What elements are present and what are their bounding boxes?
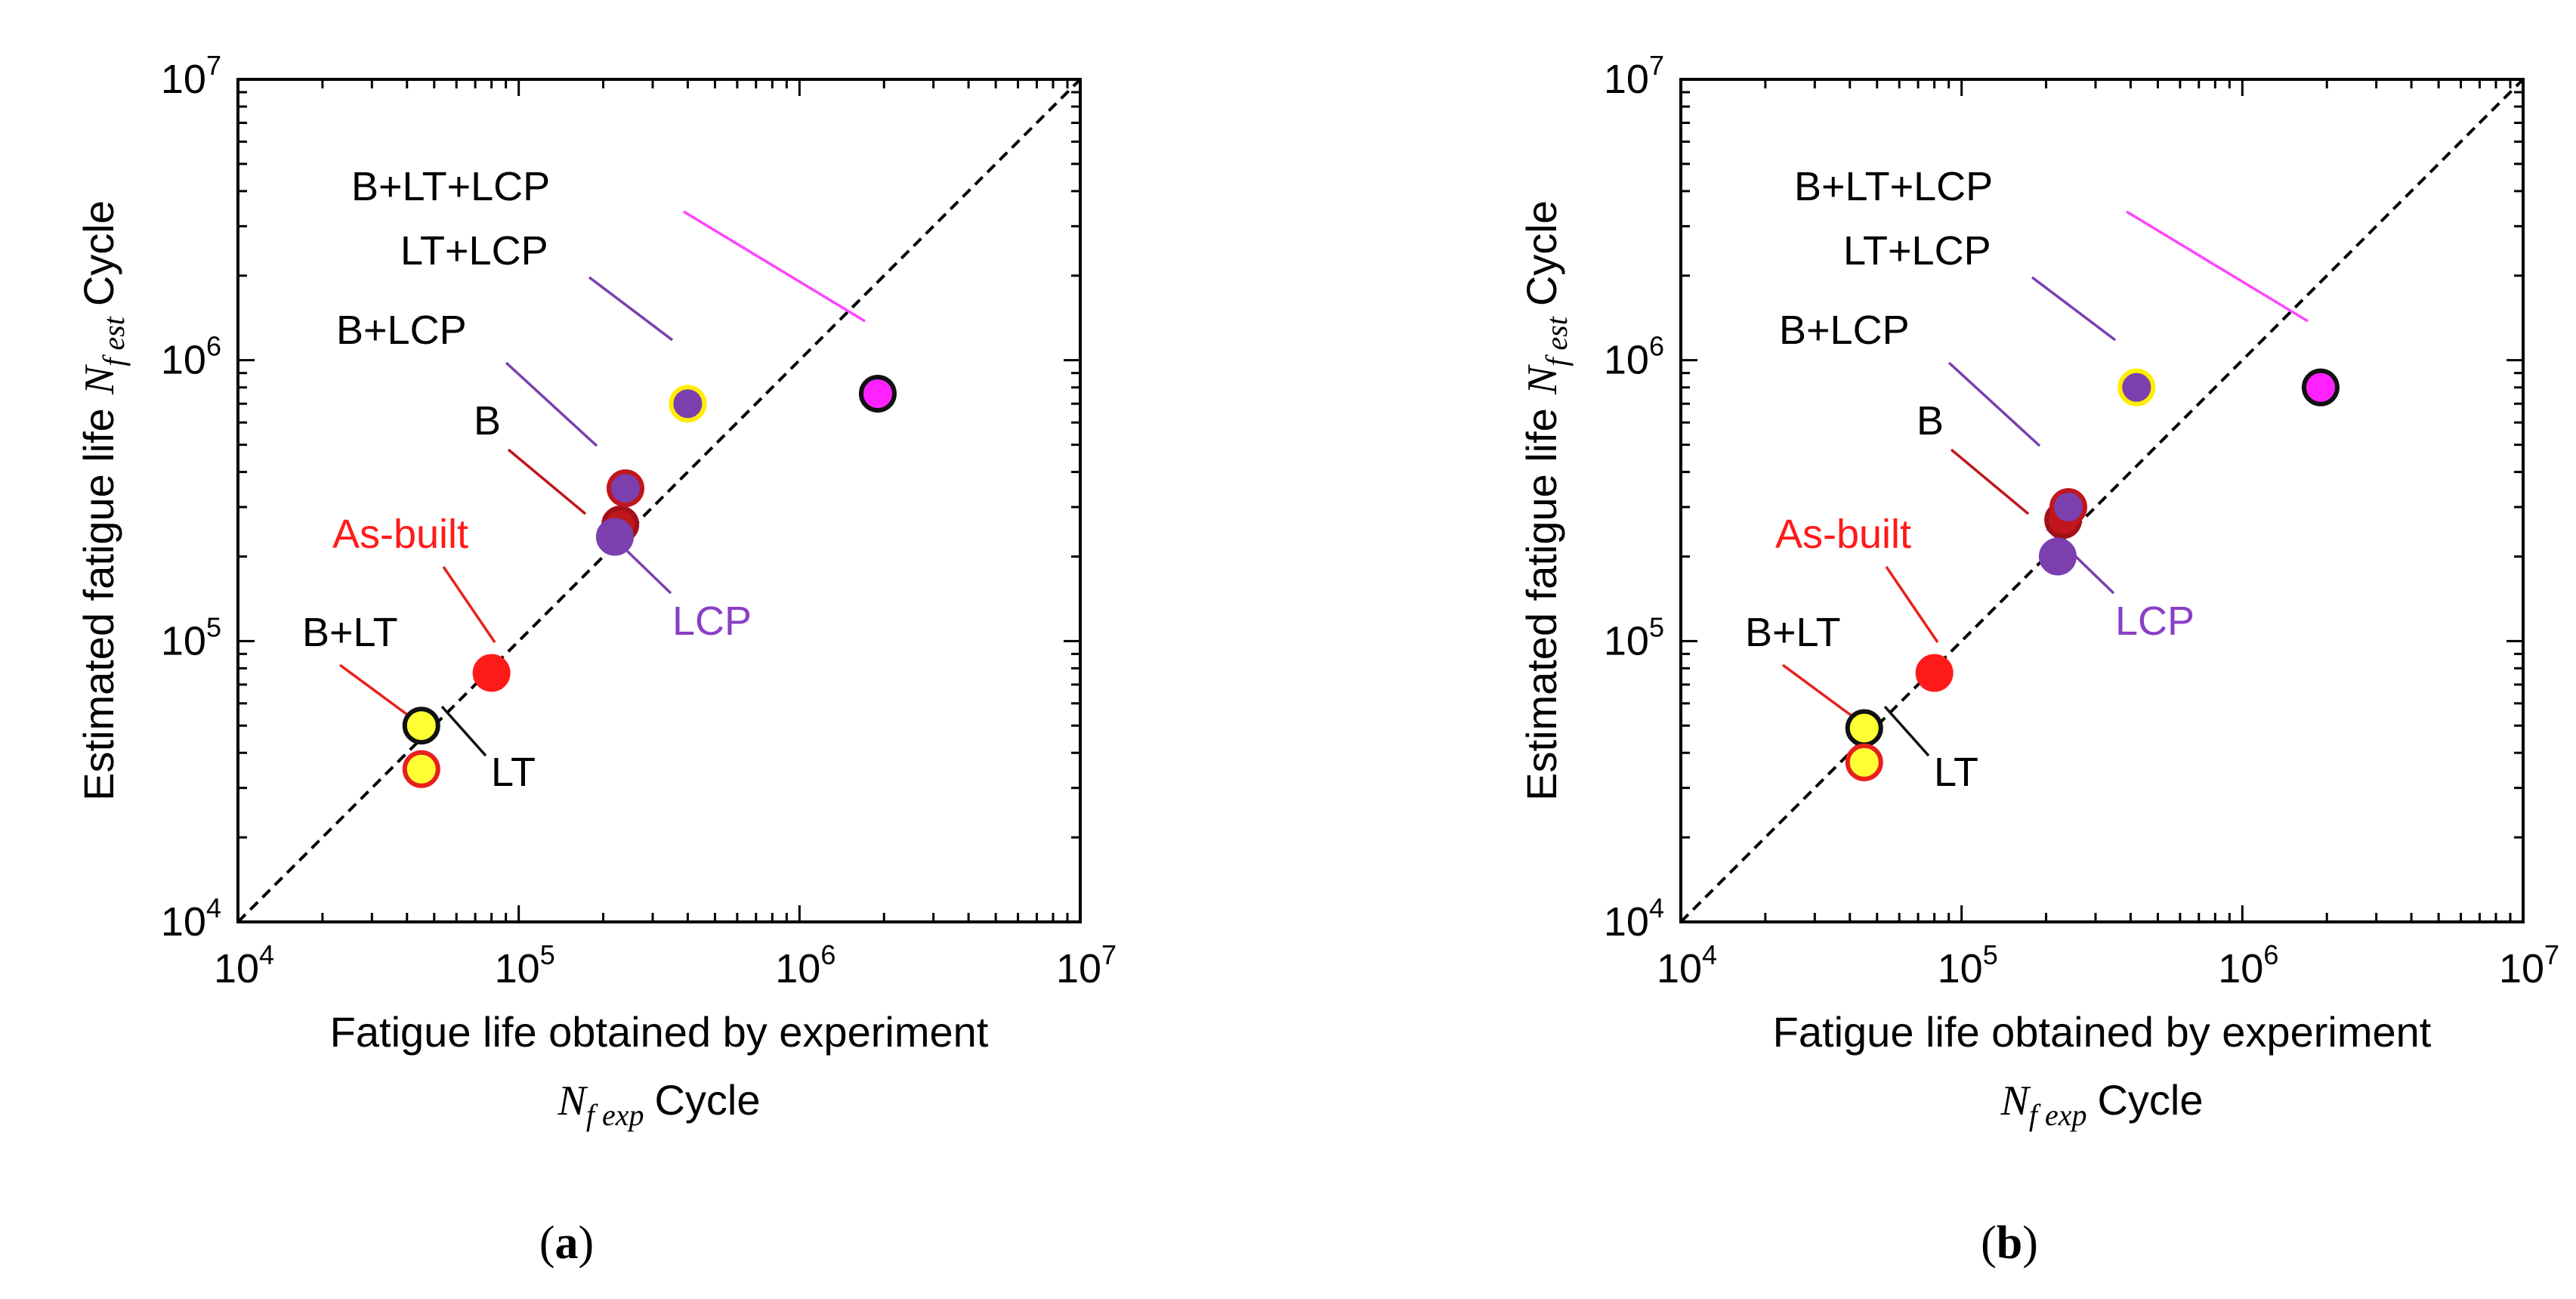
leader-line	[505, 361, 598, 447]
leader-line	[338, 663, 413, 719]
x-tick-label: 104	[214, 939, 274, 991]
plot-frame	[1679, 78, 2525, 923]
panel-a: 104 105 106 107 104 105 106 107 Fatigue life obt…	[75, 50, 1117, 1269]
leader-line	[2031, 276, 2117, 342]
y-tick-label: 105	[1604, 611, 1664, 663]
leader-line	[588, 276, 674, 342]
point-label: B+LT+LCP	[1794, 164, 1993, 209]
point-label: B+LT	[1745, 610, 1841, 655]
leader-line	[683, 210, 866, 323]
y-tick-label: 106	[161, 331, 221, 383]
leader-line	[1883, 705, 1930, 757]
leader-line	[2126, 210, 2309, 323]
point-b-plus-lcp	[606, 469, 644, 508]
point-lcp	[595, 518, 634, 556]
point-label: B+LCP	[336, 308, 467, 353]
point-label: LCP	[672, 598, 752, 644]
x-axis-label: Fatigue life obtained by experiment	[330, 1008, 989, 1056]
panel-b: 104 105 106 107 104 105 106 107 Fatigue life obt…	[1518, 50, 2559, 1269]
point-b-plus-lt-plus-lcp	[2301, 368, 2340, 407]
x-axis-label: Fatigue life obtained by experiment	[1773, 1008, 2432, 1056]
point-lcp	[2038, 537, 2077, 576]
leader-lines	[1781, 210, 2309, 757]
y-tick-label: 105	[161, 611, 221, 663]
point-label: LT+LCP	[400, 228, 548, 274]
plot-frame	[236, 78, 1082, 923]
leader-line	[1885, 566, 1939, 643]
panel-label: (a)	[539, 1217, 594, 1269]
point-as-built	[1915, 654, 1954, 692]
panel-label: (b)	[1981, 1217, 2038, 1269]
point-label: LCP	[2115, 598, 2195, 644]
axis-ticks	[236, 79, 1080, 923]
y-axis-label: Estimated fatigue lifeNf estCycle	[1518, 200, 1574, 801]
point-label: B+LT+LCP	[351, 164, 550, 209]
point-lt-plus-lcp	[669, 385, 707, 423]
point-lt-plus-lcp	[2117, 368, 2156, 407]
y-tick-label: 107	[1604, 50, 1664, 102]
y-tick-label: 104	[1604, 892, 1664, 945]
x-tick-label: 107	[1056, 939, 1117, 991]
point-labels: As-built B+LT LT BB+LCP LCP LT+LCP B+LT+LCP	[302, 164, 752, 795]
point-label: B	[474, 398, 501, 444]
x-tick-label: 106	[775, 939, 836, 991]
x-tick-label: 105	[495, 939, 555, 991]
leader-line	[1947, 361, 2041, 447]
point-label: LT	[1934, 750, 1978, 795]
y-tick-label: 104	[161, 892, 221, 945]
leader-line	[1781, 663, 1856, 719]
x-tick-label: 107	[2499, 939, 2559, 991]
x-tick-label: 105	[1938, 939, 1998, 991]
leader-line	[1950, 448, 2030, 515]
x-tick-label: 106	[2218, 939, 2278, 991]
data-points	[1845, 368, 2340, 781]
leader-lines	[338, 210, 866, 757]
reference-line	[236, 78, 1082, 923]
point-label: LT+LCP	[1843, 228, 1991, 274]
axis-ticks	[1679, 79, 2523, 923]
y-tick-label: 106	[1604, 331, 1664, 383]
point-lt	[402, 707, 440, 745]
point-b-plus-lcp	[2049, 488, 2087, 527]
point-b-plus-lt	[402, 750, 440, 788]
point-as-built	[472, 654, 511, 692]
point-label: As-built	[1775, 512, 1911, 557]
reference-line	[1679, 78, 2525, 923]
point-b-plus-lt-plus-lcp	[858, 374, 897, 413]
x-tick-label: 104	[1657, 939, 1717, 991]
leader-line	[442, 566, 496, 643]
point-label: B+LCP	[1779, 308, 1910, 353]
point-lt	[1845, 709, 1883, 747]
point-label: As-built	[332, 512, 468, 557]
point-label: LT	[491, 750, 536, 795]
leader-line	[440, 705, 487, 757]
point-label: B	[1917, 398, 1944, 444]
y-tick-label: 107	[161, 50, 221, 102]
point-labels: As-built B+LT LT BB+LCP LCP LT+LCP B+LT+LCP	[1745, 164, 2195, 795]
point-b-plus-lt	[1845, 743, 1883, 781]
x-axis-symbol: Nf exp Cycle	[557, 1076, 760, 1132]
point-label: B+LT	[302, 610, 398, 655]
y-axis-label: Estimated fatigue lifeNf estCycle	[75, 200, 131, 801]
x-axis-symbol: Nf exp Cycle	[2000, 1076, 2203, 1132]
leader-line	[507, 448, 587, 515]
data-points	[402, 374, 897, 788]
